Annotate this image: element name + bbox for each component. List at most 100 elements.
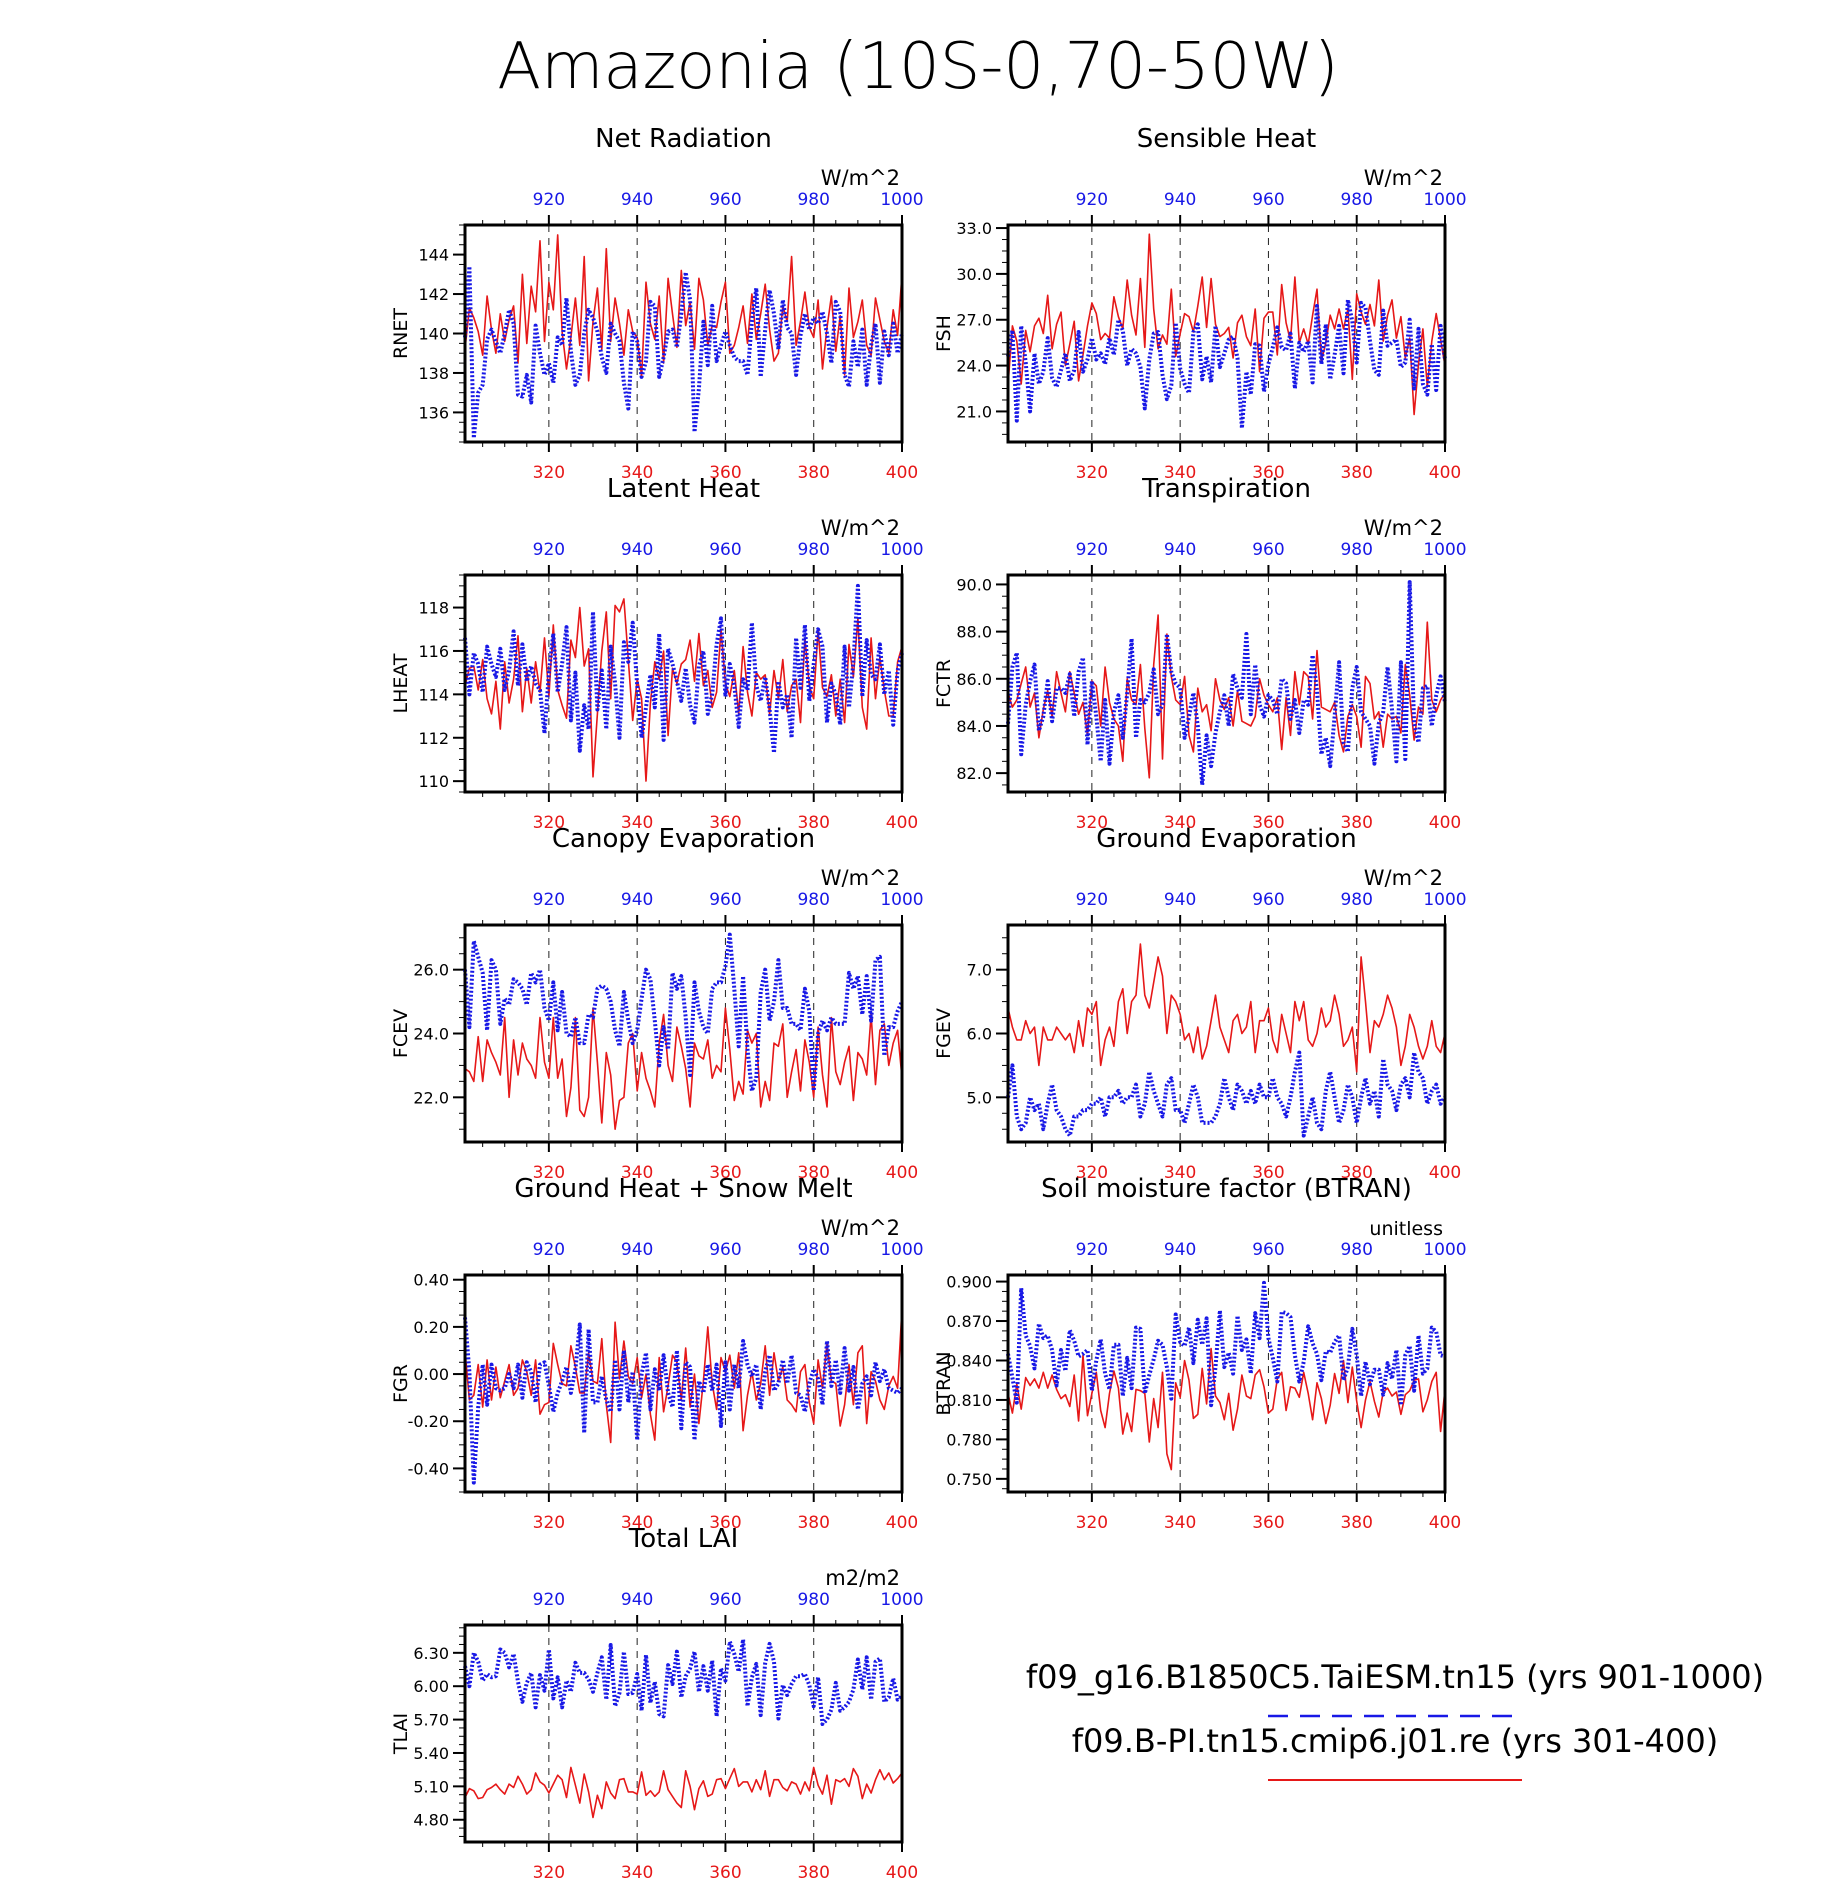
x-tick-label-bottom: 340 bbox=[621, 463, 653, 483]
panel-title: Canopy Evaporation bbox=[552, 824, 815, 854]
x-tick-label-top: 960 bbox=[1252, 1240, 1284, 1260]
panels-group: Net Radiation W/m^2 RNET 136 138 140 142 144 320… bbox=[390, 124, 1467, 1883]
panel-title: Ground Evaporation bbox=[1096, 824, 1356, 854]
x-tick-label-bottom: 340 bbox=[1164, 463, 1196, 483]
x-tick-label-bottom: 400 bbox=[886, 1513, 918, 1533]
x-tick-label-bottom: 400 bbox=[1429, 463, 1461, 483]
x-tick-label-bottom: 320 bbox=[1076, 813, 1108, 833]
y-tick-label: 7.0 bbox=[967, 961, 992, 980]
y-tick-label: 138 bbox=[418, 364, 449, 383]
x-tick-label-top: 960 bbox=[1252, 890, 1284, 910]
y-tick-label: 118 bbox=[418, 599, 449, 618]
x-tick-label-bottom: 360 bbox=[709, 1863, 741, 1883]
x-tick-label-top: 920 bbox=[1076, 890, 1108, 910]
x-tick-label-bottom: 400 bbox=[1429, 1513, 1461, 1533]
y-tick-label: 5.0 bbox=[967, 1088, 992, 1107]
y-tick-label: 6.00 bbox=[413, 1677, 449, 1696]
series-taiesm-line bbox=[1006, 297, 1447, 431]
x-tick-label-top: 920 bbox=[1076, 540, 1108, 560]
x-tick-label-bottom: 400 bbox=[886, 1163, 918, 1183]
units-label: W/m^2 bbox=[1364, 866, 1443, 890]
y-tick-label: 140 bbox=[418, 325, 449, 344]
y-tick-label: 5.10 bbox=[413, 1777, 449, 1796]
x-tick-label-bottom: 320 bbox=[533, 1863, 565, 1883]
x-tick-label-bottom: 380 bbox=[797, 463, 829, 483]
x-tick-label-top: 940 bbox=[621, 540, 653, 560]
y-axis-label: FSH bbox=[933, 315, 955, 352]
units-label: W/m^2 bbox=[1364, 516, 1443, 540]
y-tick-label: 116 bbox=[418, 642, 449, 661]
y-tick-label: 90.0 bbox=[956, 575, 992, 594]
series-taiesm-line bbox=[463, 1317, 904, 1485]
series-cmip6-line bbox=[464, 1007, 903, 1130]
series-taiesm-line bbox=[463, 932, 904, 1093]
x-tick-label-top: 960 bbox=[1252, 540, 1284, 560]
y-tick-label: 142 bbox=[418, 285, 449, 304]
y-tick-label: 0.40 bbox=[413, 1271, 449, 1290]
x-tick-label-top: 1000 bbox=[880, 1590, 923, 1610]
figure-title: Amazonia (10S-0,70-50W) bbox=[497, 30, 1338, 104]
plot-frame bbox=[1006, 573, 1447, 794]
units-label: W/m^2 bbox=[821, 1216, 900, 1240]
y-tick-label: 0.00 bbox=[413, 1365, 449, 1384]
x-tick-label-bottom: 400 bbox=[886, 813, 918, 833]
x-tick-label-top: 980 bbox=[797, 1590, 829, 1610]
x-tick-label-bottom: 400 bbox=[886, 463, 918, 483]
panel-fctr: Transpiration W/m^2 FCTR 82.0 84.0 86.0 88.0 90… bbox=[933, 474, 1467, 833]
panel-title: Sensible Heat bbox=[1137, 124, 1316, 154]
y-tick-label: 0.750 bbox=[946, 1470, 992, 1489]
x-tick-label-bottom: 320 bbox=[1076, 463, 1108, 483]
x-tick-label-bottom: 320 bbox=[533, 813, 565, 833]
panel-title: Total LAI bbox=[628, 1524, 739, 1554]
x-tick-label-top: 960 bbox=[709, 890, 741, 910]
x-tick-label-bottom: 340 bbox=[621, 1513, 653, 1533]
y-tick-label: 26.0 bbox=[413, 961, 449, 980]
x-tick-label-top: 940 bbox=[1164, 540, 1196, 560]
x-tick-label-top: 980 bbox=[1340, 1240, 1372, 1260]
x-tick-label-top: 980 bbox=[1340, 540, 1372, 560]
y-tick-label: 0.840 bbox=[946, 1351, 992, 1370]
units-label: m2/m2 bbox=[825, 1566, 900, 1590]
y-axis-label: FCEV bbox=[390, 1009, 412, 1058]
legend: f09_g16.B1850C5.TaiESM.tn15 (yrs 901-100… bbox=[1026, 1658, 1764, 1781]
y-tick-label: 22.0 bbox=[413, 1088, 449, 1107]
series-taiesm-line bbox=[463, 264, 904, 441]
x-tick-label-top: 980 bbox=[1340, 890, 1372, 910]
y-axis-label: RNET bbox=[390, 308, 412, 359]
x-tick-label-bottom: 360 bbox=[709, 1163, 741, 1183]
y-tick-label: 144 bbox=[418, 246, 449, 265]
series-cmip6-line bbox=[1007, 233, 1446, 416]
x-tick-label-bottom: 340 bbox=[1164, 1163, 1196, 1183]
x-tick-label-top: 920 bbox=[533, 1590, 565, 1610]
y-tick-label: 5.40 bbox=[413, 1744, 449, 1763]
x-tick-label-bottom: 360 bbox=[709, 1513, 741, 1533]
x-tick-label-bottom: 320 bbox=[1076, 1513, 1108, 1533]
y-tick-label: 114 bbox=[418, 685, 449, 704]
units-label: W/m^2 bbox=[821, 166, 900, 190]
x-tick-label-bottom: 380 bbox=[1340, 1163, 1372, 1183]
x-tick-label-top: 960 bbox=[709, 1590, 741, 1610]
x-tick-label-top: 920 bbox=[533, 890, 565, 910]
x-tick-label-bottom: 360 bbox=[1252, 1163, 1284, 1183]
x-tick-label-top: 1000 bbox=[1423, 190, 1466, 210]
panel-title: Soil moisture factor (BTRAN) bbox=[1041, 1174, 1412, 1204]
y-tick-label: 82.0 bbox=[956, 764, 992, 783]
panel-title: Transpiration bbox=[1141, 474, 1311, 504]
y-tick-label: 0.870 bbox=[946, 1312, 992, 1331]
x-tick-label-bottom: 320 bbox=[533, 463, 565, 483]
series-cmip6-line bbox=[1007, 614, 1446, 779]
x-tick-label-bottom: 400 bbox=[886, 1863, 918, 1883]
panel-lheat: Latent Heat W/m^2 LHEAT 110 112 114 116 118 320 3… bbox=[390, 474, 924, 833]
panel-title: Latent Heat bbox=[607, 474, 760, 504]
x-tick-label-bottom: 320 bbox=[1076, 1163, 1108, 1183]
x-tick-label-top: 980 bbox=[797, 190, 829, 210]
y-tick-label: 86.0 bbox=[956, 670, 992, 689]
panel-fgev: Ground Evaporation W/m^2 FGEV 5.0 6.0 7.0 320 3… bbox=[933, 824, 1467, 1183]
x-tick-label-bottom: 360 bbox=[709, 463, 741, 483]
x-tick-label-top: 940 bbox=[1164, 190, 1196, 210]
x-tick-label-top: 960 bbox=[709, 1240, 741, 1260]
x-tick-label-top: 920 bbox=[1076, 190, 1108, 210]
x-tick-label-top: 960 bbox=[1252, 190, 1284, 210]
